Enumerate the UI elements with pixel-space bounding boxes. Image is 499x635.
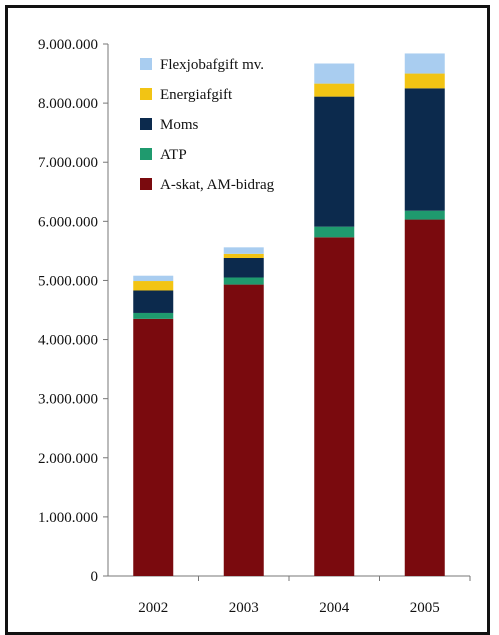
chart-legend: Flexjobafgift mv. Energiafgift Moms ATP A-sk… [140, 57, 275, 193]
y-tick-label: 8.000.000 [38, 96, 98, 112]
y-tick-label: 3.000.000 [38, 392, 98, 408]
x-tick-label: 2003 [229, 600, 259, 616]
bar-segment [314, 83, 355, 97]
bar-segment [223, 247, 264, 254]
y-tick-label: 9.000.000 [38, 37, 98, 53]
legend-swatch [140, 88, 152, 100]
y-tick-label: 4.000.000 [38, 333, 98, 349]
legend-swatch [140, 118, 152, 130]
y-tick-label: 1.000.000 [38, 510, 98, 526]
bar-segment [223, 253, 264, 258]
bar-segment [314, 237, 355, 576]
bar-segment [314, 96, 355, 227]
bar-segment [223, 284, 264, 576]
y-tick-label: 7.000.000 [38, 155, 98, 171]
y-tick-label: 0 [91, 569, 99, 585]
chart-bars [133, 53, 445, 576]
legend-label: Flexjobafgift mv. [160, 57, 264, 73]
bar-segment [404, 210, 445, 220]
y-tick-label: 6.000.000 [38, 214, 98, 230]
bar-segment [404, 73, 445, 89]
legend-swatch [140, 178, 152, 190]
bar-segment [404, 219, 445, 576]
bar-segment [133, 312, 174, 319]
bar-segment [133, 318, 174, 576]
chart-axes: 0 1.000.000 2.000.000 3.000.000 4.000.000 5.0… [38, 37, 471, 616]
x-tick-label: 2004 [319, 600, 350, 616]
bar-segment [133, 275, 174, 282]
bar-segment [314, 226, 355, 238]
x-tick-label: 2005 [410, 600, 440, 616]
bar-segment [133, 290, 174, 313]
legend-label: Moms [160, 117, 199, 133]
legend-label: Energiafgift [160, 87, 233, 103]
bar-segment [223, 257, 264, 278]
x-tick-label: 2002 [138, 600, 168, 616]
legend-swatch [140, 58, 152, 70]
y-tick-label: 2.000.000 [38, 451, 98, 467]
legend-swatch [140, 148, 152, 160]
legend-label: ATP [160, 147, 187, 163]
y-tick-label: 5.000.000 [38, 273, 98, 289]
legend-label: A-skat, AM-bidrag [160, 177, 275, 193]
bar-segment [404, 88, 445, 211]
bar-segment [314, 63, 355, 84]
bar-segment [133, 281, 174, 291]
bar-segment [223, 277, 264, 285]
bar-segment [404, 53, 445, 74]
